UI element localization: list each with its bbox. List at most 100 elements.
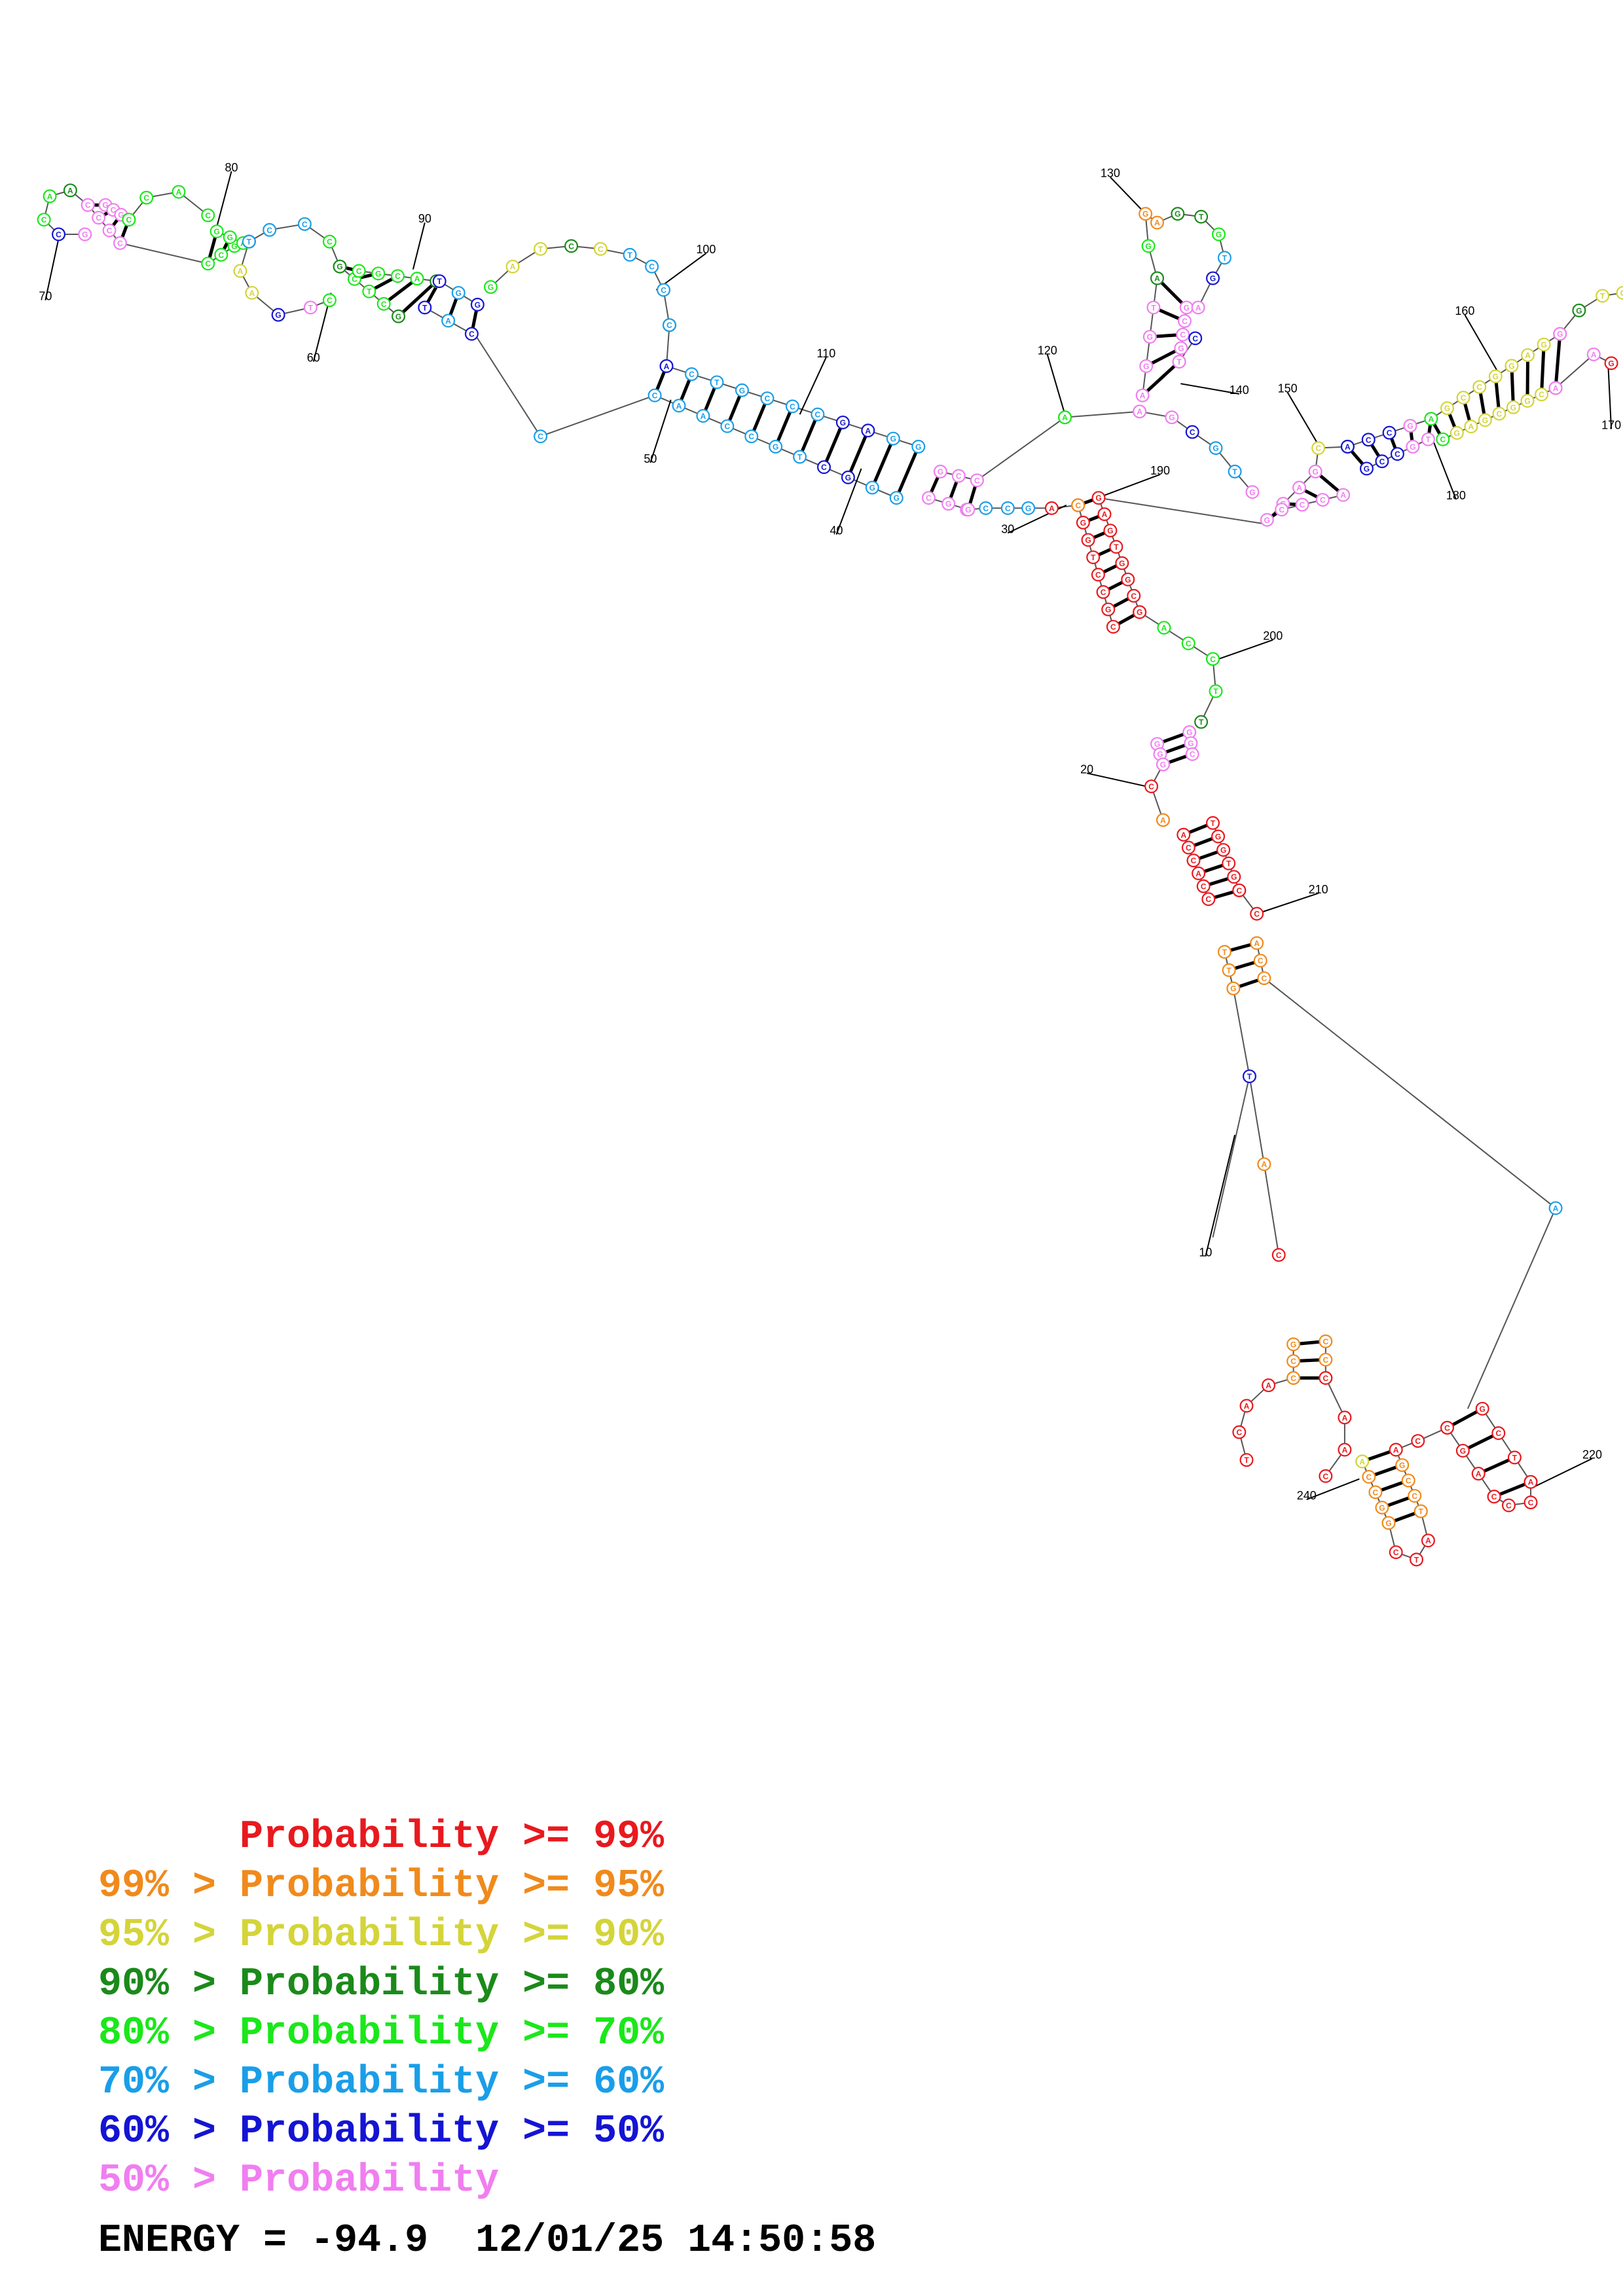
svg-text:G: G (1524, 397, 1530, 406)
svg-text:C: C (1393, 1548, 1399, 1557)
svg-text:A: A (1102, 510, 1108, 519)
position-label: 120 (1038, 344, 1057, 357)
svg-text:T: T (247, 238, 252, 247)
position-label: 60 (307, 351, 320, 365)
svg-text:G: G (1399, 1461, 1405, 1470)
nucleotide: C (1472, 380, 1487, 394)
svg-text:C: C (1095, 571, 1101, 580)
nucleotide: C (1492, 406, 1506, 421)
nucleotide: C (1390, 447, 1404, 461)
backbone-segment (474, 333, 541, 437)
nucleotide: A (1338, 1443, 1352, 1457)
svg-text:T: T (1222, 948, 1228, 957)
legend-prefix: 50% > (98, 2159, 240, 2203)
backbone-segment (120, 242, 208, 264)
svg-text:G: G (337, 262, 342, 272)
nucleotide: C (1071, 498, 1085, 512)
nucleotide: G (1216, 843, 1231, 857)
nucleotide: G (333, 259, 347, 274)
svg-text:G: G (1137, 608, 1142, 617)
svg-text:T: T (1091, 553, 1096, 562)
nucleotide: A (1340, 439, 1355, 454)
svg-text:C: C (1320, 495, 1326, 505)
svg-text:G: G (213, 227, 219, 236)
svg-text:C: C (96, 213, 101, 223)
svg-text:C: C (926, 493, 932, 503)
position-tick (1432, 439, 1457, 500)
svg-text:G: G (1107, 526, 1113, 535)
position-tick (216, 171, 232, 228)
svg-text:C: C (1506, 1501, 1512, 1511)
legend-prefix: 60% > (98, 2109, 240, 2154)
position-tick-lines (45, 171, 1613, 1500)
nucleotide: A (43, 189, 57, 204)
svg-text:G: G (395, 312, 401, 321)
svg-text:G: G (1213, 444, 1218, 453)
svg-text:C: C (821, 463, 827, 472)
base-pair (397, 279, 438, 318)
backbone-segment (1065, 410, 1140, 418)
nucleotide: G (1211, 829, 1226, 844)
nucleotide: G (1139, 359, 1154, 373)
nucleotide: T (623, 247, 637, 262)
svg-text:C: C (1180, 331, 1186, 340)
svg-text:A: A (1062, 413, 1068, 422)
svg-text:T: T (1247, 1072, 1252, 1081)
backbone-segment (1263, 1164, 1280, 1255)
backbone-segment (1098, 497, 1267, 525)
energy-spacer (428, 2219, 475, 2263)
nucleotide: C (1411, 1434, 1425, 1448)
nucleotide: T (1421, 432, 1435, 446)
nucleotide: C (951, 469, 966, 483)
nucleotide: G (1381, 1516, 1396, 1530)
svg-text:C: C (725, 422, 731, 431)
svg-text:T: T (1211, 819, 1216, 828)
nucleotide: T (303, 300, 318, 315)
svg-text:C: C (1366, 1473, 1372, 1482)
base-pair (1141, 360, 1180, 397)
nucleotide: T (1146, 300, 1161, 315)
svg-text:G: G (1210, 274, 1216, 283)
position-label: 190 (1150, 464, 1170, 477)
svg-text:A: A (1296, 484, 1302, 493)
nucleotide: A (245, 285, 259, 300)
nucleotide: G (1245, 485, 1260, 499)
svg-text:G: G (1231, 872, 1237, 882)
svg-text:C: C (815, 410, 821, 420)
svg-text:G: G (945, 499, 951, 509)
svg-text:C: C (1201, 882, 1207, 891)
position-label: 160 (1455, 304, 1474, 317)
svg-text:C: C (1322, 1472, 1328, 1481)
nucleotide: A (1150, 271, 1165, 285)
position-label: 50 (644, 452, 657, 465)
nucleotide: G (1260, 512, 1274, 527)
svg-text:C: C (143, 194, 149, 203)
backbone-segment (1249, 1076, 1265, 1164)
nucleotide: G (1440, 401, 1455, 416)
svg-text:G: G (1385, 1518, 1391, 1528)
legend-label: Probability >= 95% (240, 1864, 665, 1909)
svg-text:T: T (1226, 966, 1231, 975)
nucleotide: C (1401, 1473, 1415, 1488)
svg-text:T: T (1600, 291, 1605, 300)
nucleotide: C (390, 269, 405, 283)
svg-text:G: G (1460, 1446, 1466, 1456)
svg-text:T: T (1419, 1507, 1424, 1516)
nucleotide: T (793, 450, 807, 464)
nucleotide: G (889, 491, 903, 505)
svg-text:C: C (1186, 639, 1192, 648)
svg-text:G: G (1095, 493, 1101, 503)
svg-text:G: G (890, 435, 896, 444)
svg-text:T: T (1114, 543, 1119, 552)
svg-text:T: T (422, 303, 428, 312)
svg-text:C: C (85, 201, 91, 210)
base-pair (774, 405, 794, 448)
nucleotide: C (1106, 620, 1120, 634)
position-label: 80 (225, 161, 238, 174)
base-pair-bonds (88, 203, 1562, 1525)
nucleotide: T (1109, 539, 1123, 554)
nucleotide: C (1319, 1371, 1333, 1385)
nucleotide: G (941, 497, 956, 511)
svg-text:C: C (1620, 289, 1623, 298)
nucleotide: A (1135, 388, 1150, 403)
